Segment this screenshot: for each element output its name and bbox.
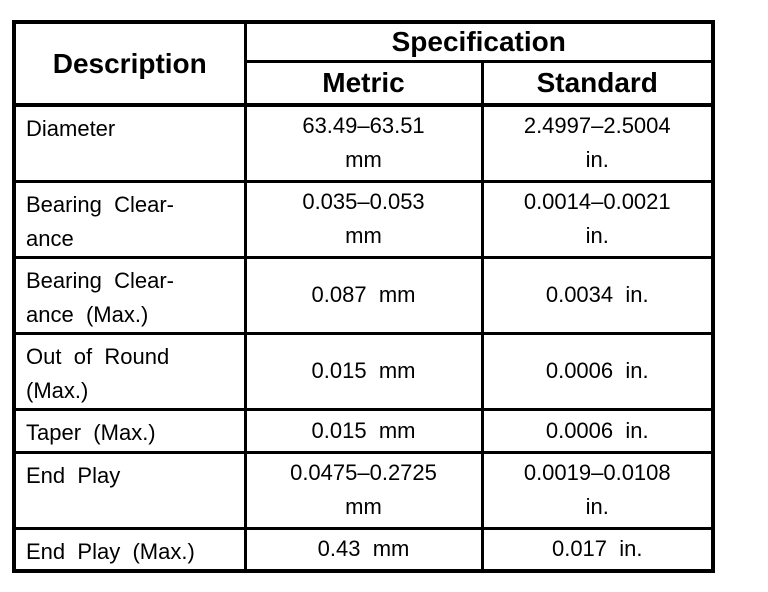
cell-metric: 0.43 mm: [243, 526, 484, 573]
cell-standard: 2.4997–2.5004 in.: [480, 103, 715, 183]
cell-standard: 0.0014–0.0021 in.: [480, 179, 715, 259]
cell-metric: 0.015 mm: [243, 331, 484, 411]
cell-description: Out of Round (Max.): [12, 331, 247, 411]
cell-description: Taper (Max.): [12, 407, 247, 454]
table-body: Diameter 63.49–63.51 mm 2.4997–2.5004 in…: [12, 103, 715, 573]
table-row-diameter: Diameter 63.49–63.51 mm 2.4997–2.5004 in…: [12, 103, 715, 183]
table-row-end-play-max: End Play (Max.) 0.43 mm 0.017 in.: [12, 526, 715, 573]
cell-metric: 63.49–63.51 mm: [243, 103, 484, 183]
cell-metric: 0.0475–0.2725 mm: [243, 450, 484, 530]
cell-standard: 0.0006 in.: [480, 407, 715, 454]
cell-metric: 0.087 mm: [243, 255, 484, 335]
header-metric: Metric: [243, 59, 484, 107]
header-specification: Specification: [243, 20, 715, 63]
header-description: Description: [12, 20, 247, 107]
table-row-end-play: End Play 0.0475–0.2725 mm 0.0019–0.0108 …: [12, 450, 715, 530]
table-row-bearing-clearance-max: Bearing Clear- ance (Max.) 0.087 mm 0.00…: [12, 255, 715, 335]
cell-standard: 0.0019–0.0108 in.: [480, 450, 715, 530]
cell-description: End Play (Max.): [12, 526, 247, 573]
header-row-units: Metric Standard: [14, 59, 715, 107]
table-row-out-of-round-max: Out of Round (Max.) 0.015 mm 0.0006 in.: [12, 331, 715, 411]
specification-table: Description Specification Metric Standar…: [12, 20, 715, 573]
cell-description: Diameter: [12, 103, 247, 183]
cell-metric: 0.035–0.053 mm: [243, 179, 484, 259]
cell-description: End Play: [12, 450, 247, 530]
header-standard: Standard: [480, 59, 715, 107]
cell-standard: 0.017 in.: [480, 526, 715, 573]
header-row-specification: Description Specification: [12, 20, 715, 107]
table-header: Description Specification Metric Standar…: [12, 20, 715, 107]
table-row-bearing-clearance: Bearing Clear- ance 0.035–0.053 mm 0.001…: [12, 179, 715, 259]
cell-standard: 0.0034 in.: [480, 255, 715, 335]
cell-standard: 0.0006 in.: [480, 331, 715, 411]
cell-description: Bearing Clear- ance (Max.): [12, 255, 247, 335]
cell-metric: 0.015 mm: [243, 407, 484, 454]
table-row-taper-max: Taper (Max.) 0.015 mm 0.0006 in.: [12, 407, 715, 454]
cell-description: Bearing Clear- ance: [12, 179, 247, 259]
